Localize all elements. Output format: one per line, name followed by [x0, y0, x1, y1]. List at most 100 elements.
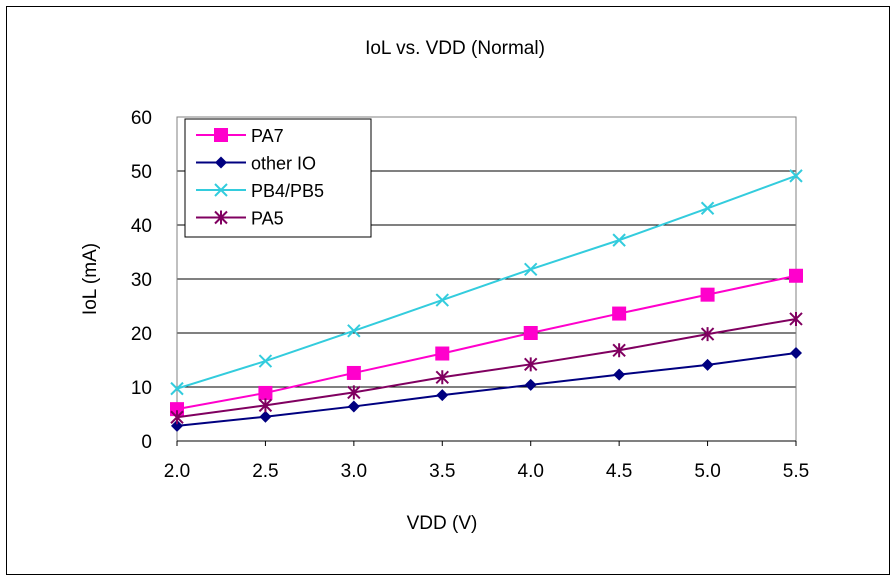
- legend-item-pb4-pb5: PB4/PB5: [196, 181, 324, 201]
- y-tick-label: 60: [131, 108, 152, 129]
- x-tick-label: 4.5: [606, 461, 632, 482]
- marker-shape: [612, 343, 626, 358]
- y-axis-label: IoL (mA): [80, 243, 101, 315]
- marker-shape: [612, 233, 626, 247]
- series-line-pa7: [176, 274, 797, 411]
- marker-shape: [524, 262, 538, 276]
- marker-shape: [789, 311, 803, 326]
- marker-shape: [524, 378, 537, 391]
- y-tick-label: 50: [131, 162, 152, 183]
- marker-shape: [259, 410, 272, 423]
- data-point-pb4-pb5: [612, 233, 626, 247]
- data-point-pa5: [524, 357, 538, 372]
- marker-shape: [258, 354, 273, 368]
- marker-shape: [701, 358, 714, 371]
- y-tick-label: 10: [131, 378, 152, 399]
- data-point-pb4-pb5: [435, 293, 449, 307]
- data-point-other-io: [524, 378, 537, 391]
- marker-shape: [214, 183, 228, 197]
- data-point-pa7: [523, 326, 538, 340]
- marker-shape: [214, 210, 228, 225]
- data-point-pa5: [435, 370, 449, 385]
- data-point-pa7: [789, 268, 803, 283]
- marker-shape: [214, 128, 228, 142]
- marker-shape: [700, 287, 715, 302]
- x-tick-label: 4.0: [518, 461, 544, 482]
- x-tick-label: 2.0: [164, 461, 190, 482]
- x-axis-label: VDD (V): [407, 513, 478, 534]
- marker-shape: [700, 327, 715, 342]
- marker-shape: [215, 156, 227, 169]
- x-tick-label: 3.5: [429, 461, 455, 482]
- marker-shape: [436, 389, 449, 402]
- legend-marker: [214, 128, 228, 142]
- data-point-other-io: [790, 346, 802, 359]
- series-line-pb4-pb5: [176, 174, 797, 390]
- legend-item-pa5: PA5: [196, 209, 284, 229]
- y-tick-label: 40: [131, 216, 152, 237]
- data-point-other-io: [436, 389, 449, 402]
- marker-shape: [171, 419, 183, 432]
- y-tick-label: 0: [141, 432, 152, 453]
- marker-shape: [347, 385, 361, 400]
- data-point-other-io: [701, 358, 714, 371]
- x-tick-label: 2.5: [252, 461, 278, 482]
- data-point-pa7: [700, 287, 715, 302]
- marker-shape: [435, 293, 449, 307]
- data-point-pb4-pb5: [258, 354, 273, 368]
- data-point-pa7: [346, 365, 361, 380]
- data-point-pa7: [612, 306, 627, 321]
- series-line-other-io: [176, 351, 797, 427]
- legend-item-pa7: PA7: [196, 126, 284, 146]
- marker-shape: [258, 398, 273, 413]
- marker-shape: [346, 365, 361, 380]
- data-point-other-io: [347, 400, 360, 413]
- marker-shape: [789, 169, 803, 183]
- data-point-pa7: [435, 346, 450, 361]
- data-point-pa5: [258, 398, 273, 413]
- legend-label: PB4/PB5: [251, 181, 324, 201]
- marker-shape: [613, 368, 626, 381]
- data-point-pa5: [612, 343, 626, 358]
- data-point-pb4-pb5: [170, 381, 184, 396]
- x-tick-label: 5.0: [694, 461, 720, 482]
- data-point-pb4-pb5: [700, 201, 715, 215]
- data-point-pa5: [170, 410, 184, 425]
- chart-title: IoL vs. VDD (Normal): [365, 38, 545, 59]
- legend-label: PA7: [251, 126, 284, 146]
- marker-shape: [347, 324, 361, 338]
- y-tick-label: 20: [131, 324, 152, 345]
- chart-border: [6, 6, 890, 575]
- data-point-pa5: [700, 327, 715, 342]
- marker-shape: [789, 268, 803, 283]
- legend-item-other-io: other IO: [196, 154, 316, 174]
- x-tick-label: 5.5: [783, 461, 809, 482]
- marker-shape: [700, 201, 715, 215]
- data-point-pb4-pb5: [347, 324, 361, 338]
- legend-marker: [214, 210, 228, 225]
- series-line-pa5: [176, 317, 797, 419]
- marker-shape: [612, 306, 627, 321]
- legend-marker: [215, 156, 227, 169]
- data-point-pa7: [258, 385, 273, 400]
- legend-label: other IO: [251, 154, 316, 174]
- marker-shape: [524, 357, 538, 372]
- y-tick-label: 30: [131, 270, 152, 291]
- marker-shape: [170, 410, 184, 425]
- data-point-other-io: [171, 419, 183, 432]
- marker-shape: [435, 346, 450, 361]
- marker-shape: [347, 400, 360, 413]
- x-tick-label: 3.0: [341, 461, 367, 482]
- data-point-other-io: [259, 410, 272, 423]
- data-point-pa5: [347, 385, 361, 400]
- data-point-other-io: [613, 368, 626, 381]
- plot-area: 0 10 20 30 40 50 60 2.0 2.5 3.0 3.5 4.0 4.5 5.0 5.5: [131, 108, 809, 482]
- legend: PA7 other IO PB4/PB5 PA5: [184, 118, 372, 238]
- marker-shape: [258, 385, 273, 400]
- legend-marker: [214, 183, 228, 197]
- legend-label: PA5: [251, 209, 284, 229]
- marker-shape: [170, 381, 184, 396]
- data-point-pb4-pb5: [789, 169, 803, 183]
